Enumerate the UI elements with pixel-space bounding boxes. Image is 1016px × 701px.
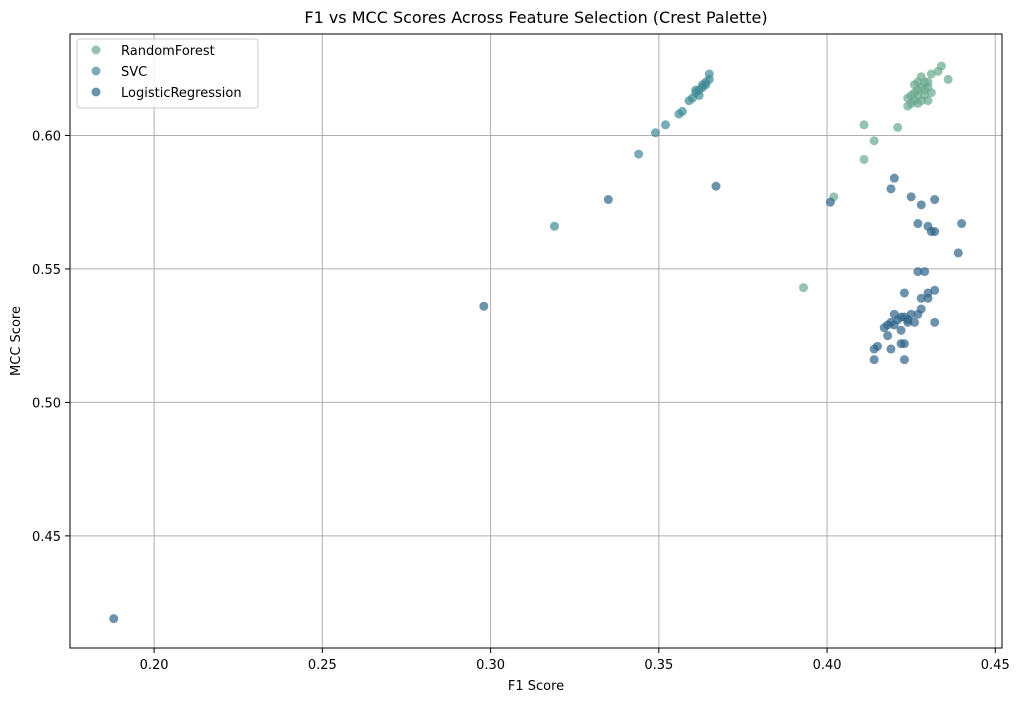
x-tick-label: 0.30 (476, 658, 505, 673)
data-point (889, 320, 899, 330)
data-point (913, 267, 923, 277)
legend-label: RandomForest (121, 44, 215, 59)
data-point (913, 219, 923, 229)
series-LogisticRegression (109, 173, 967, 624)
data-point (886, 184, 896, 194)
data-point (661, 120, 671, 130)
x-tick-label: 0.25 (308, 658, 337, 673)
data-point (906, 192, 916, 202)
data-point (869, 136, 879, 146)
grid-lines (70, 34, 1002, 648)
data-point (479, 301, 489, 311)
data-point (916, 293, 926, 303)
data-point (603, 195, 613, 205)
x-tick-label: 0.35 (644, 658, 673, 673)
axis-ticks: 0.20 0.25 0.30 0.35 0.40 0.45 0.45 0.50 0.55 0.60 (32, 129, 1010, 673)
data-point (923, 96, 933, 106)
legend-marker (91, 66, 101, 76)
data-point (913, 309, 923, 319)
data-point (899, 339, 909, 349)
y-tick-label: 0.55 (32, 263, 61, 278)
legend-marker (91, 87, 101, 97)
data-point (550, 221, 560, 231)
data-point (903, 317, 913, 327)
data-point (893, 122, 903, 132)
x-tick-label: 0.45 (981, 658, 1010, 673)
data-point (930, 227, 940, 237)
data-point (896, 325, 906, 335)
y-tick-label: 0.50 (32, 396, 61, 411)
data-point (711, 181, 721, 191)
data-point (953, 248, 963, 258)
series-SVC (550, 69, 714, 231)
x-axis-label: F1 Score (508, 679, 564, 694)
data-point (930, 195, 940, 205)
data-point (926, 69, 936, 79)
data-point (886, 344, 896, 354)
x-tick-label: 0.20 (140, 658, 169, 673)
data-point (859, 120, 869, 130)
data-point (957, 219, 967, 229)
data-point (903, 101, 913, 111)
data-point (930, 317, 940, 327)
data-point (899, 288, 909, 298)
legend-label: SVC (121, 65, 147, 80)
data-point (913, 98, 923, 108)
data-point (869, 344, 879, 354)
data-point (883, 331, 893, 341)
data-point (899, 355, 909, 365)
legend-label: LogisticRegression (121, 86, 242, 101)
x-tick-label: 0.40 (813, 658, 842, 673)
data-point (869, 355, 879, 365)
y-tick-label: 0.45 (32, 530, 61, 545)
data-point (634, 149, 644, 159)
data-point (889, 173, 899, 183)
y-tick-label: 0.60 (32, 129, 61, 144)
series-RandomForest (798, 61, 953, 293)
plot-frame (69, 33, 1003, 649)
legend-marker (91, 45, 101, 55)
data-point (859, 154, 869, 164)
data-point (923, 293, 933, 303)
data-point (684, 96, 694, 106)
data-point (109, 614, 119, 624)
data-point (916, 200, 926, 210)
data-point (650, 128, 660, 138)
legend: RandomForest SVC LogisticRegression (76, 38, 259, 109)
data-point (910, 317, 920, 327)
data-point (798, 283, 808, 293)
data-point (920, 267, 930, 277)
data-point (943, 74, 953, 84)
y-axis-label: MCC Score (9, 306, 24, 376)
chart-title: F1 vs MCC Scores Across Feature Selectio… (304, 8, 767, 27)
data-point (879, 323, 889, 333)
data-points (109, 61, 967, 624)
data-point (825, 197, 835, 207)
legend-box (76, 38, 259, 109)
data-point (674, 109, 684, 119)
